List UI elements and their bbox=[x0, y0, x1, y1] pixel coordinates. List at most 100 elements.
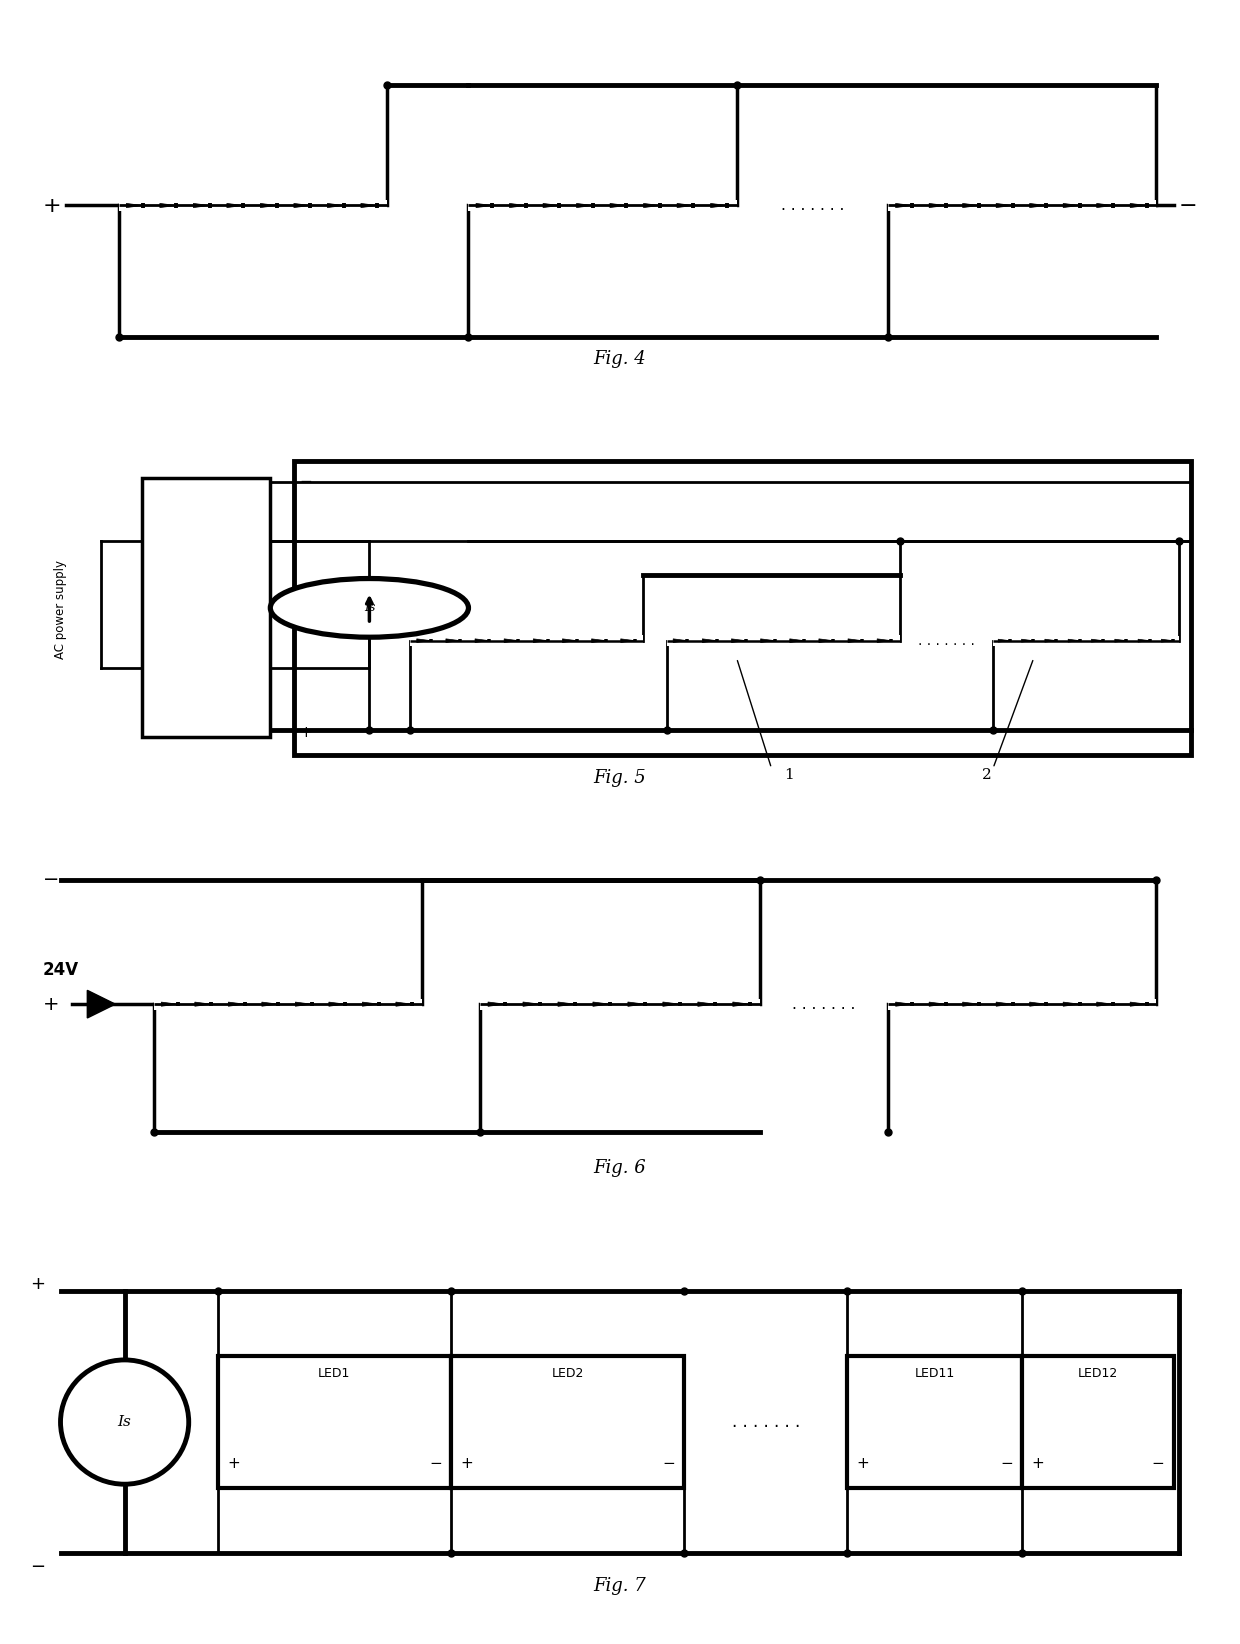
Polygon shape bbox=[295, 1003, 311, 1006]
Bar bbox=[847, 1356, 1022, 1488]
Polygon shape bbox=[489, 1001, 505, 1006]
Bar bbox=[667, 635, 900, 646]
Polygon shape bbox=[962, 204, 980, 207]
Polygon shape bbox=[417, 640, 432, 643]
Text: 2: 2 bbox=[982, 768, 992, 783]
Text: Fig. 5: Fig. 5 bbox=[594, 769, 646, 787]
Polygon shape bbox=[563, 640, 577, 643]
Bar bbox=[888, 998, 1156, 1009]
Ellipse shape bbox=[61, 1360, 188, 1485]
Text: −: − bbox=[429, 1457, 441, 1471]
Polygon shape bbox=[711, 204, 727, 207]
Polygon shape bbox=[510, 204, 526, 207]
Text: −: − bbox=[999, 1457, 1013, 1471]
Polygon shape bbox=[760, 640, 775, 643]
Circle shape bbox=[270, 579, 469, 638]
Polygon shape bbox=[1022, 640, 1033, 643]
Polygon shape bbox=[1138, 640, 1149, 643]
Polygon shape bbox=[591, 640, 606, 643]
Polygon shape bbox=[475, 640, 490, 643]
Polygon shape bbox=[262, 1003, 278, 1006]
Polygon shape bbox=[733, 1001, 750, 1006]
Polygon shape bbox=[329, 1003, 345, 1006]
Polygon shape bbox=[610, 204, 626, 207]
Text: AC power supply: AC power supply bbox=[55, 561, 67, 659]
Polygon shape bbox=[1162, 640, 1173, 643]
Polygon shape bbox=[228, 1003, 244, 1006]
Text: 1: 1 bbox=[784, 768, 794, 783]
Polygon shape bbox=[193, 204, 210, 207]
Bar bbox=[888, 201, 1156, 210]
Polygon shape bbox=[790, 640, 804, 643]
Polygon shape bbox=[160, 204, 176, 207]
Text: −: − bbox=[30, 1559, 45, 1577]
Text: Is: Is bbox=[118, 1415, 131, 1429]
Text: . . . . . . .: . . . . . . . bbox=[792, 996, 856, 1011]
Polygon shape bbox=[1029, 204, 1047, 207]
Polygon shape bbox=[327, 204, 343, 207]
Text: 24V: 24V bbox=[43, 960, 79, 978]
Polygon shape bbox=[533, 640, 548, 643]
Text: +: + bbox=[30, 1276, 45, 1292]
Polygon shape bbox=[558, 1001, 575, 1006]
Text: Fig. 4: Fig. 4 bbox=[594, 350, 646, 368]
Polygon shape bbox=[644, 204, 660, 207]
Polygon shape bbox=[663, 1001, 680, 1006]
Polygon shape bbox=[161, 1003, 177, 1006]
Polygon shape bbox=[996, 204, 1013, 207]
Polygon shape bbox=[593, 1001, 610, 1006]
Polygon shape bbox=[227, 204, 243, 207]
Text: Fig. 7: Fig. 7 bbox=[594, 1577, 646, 1595]
Text: LED2: LED2 bbox=[552, 1368, 584, 1381]
Polygon shape bbox=[362, 1003, 378, 1006]
Bar bbox=[410, 635, 644, 646]
Bar bbox=[451, 1356, 684, 1488]
Polygon shape bbox=[848, 640, 862, 643]
Polygon shape bbox=[895, 204, 913, 207]
Bar bbox=[294, 460, 1192, 755]
Text: Is: Is bbox=[363, 602, 374, 615]
Text: +: + bbox=[1032, 1457, 1044, 1471]
Polygon shape bbox=[673, 640, 687, 643]
Polygon shape bbox=[126, 204, 143, 207]
Polygon shape bbox=[1045, 640, 1056, 643]
Bar bbox=[218, 1356, 451, 1488]
Text: −: − bbox=[1152, 1457, 1164, 1471]
Polygon shape bbox=[1063, 204, 1080, 207]
Bar bbox=[993, 636, 1179, 646]
Text: . . . . . . .: . . . . . . . bbox=[781, 197, 844, 214]
Polygon shape bbox=[446, 640, 460, 643]
Text: +: + bbox=[227, 1457, 241, 1471]
Text: −: − bbox=[43, 870, 60, 889]
Text: −: − bbox=[300, 475, 312, 490]
Polygon shape bbox=[577, 204, 593, 207]
Polygon shape bbox=[543, 204, 559, 207]
Polygon shape bbox=[895, 1003, 913, 1006]
Text: +: + bbox=[857, 1457, 869, 1471]
Text: +: + bbox=[43, 995, 60, 1014]
Polygon shape bbox=[698, 1001, 715, 1006]
Polygon shape bbox=[929, 1003, 946, 1006]
Bar bbox=[480, 998, 760, 1009]
Polygon shape bbox=[1096, 1003, 1114, 1006]
Text: LED11: LED11 bbox=[915, 1368, 955, 1381]
Text: LED12: LED12 bbox=[1078, 1368, 1118, 1381]
Polygon shape bbox=[621, 640, 635, 643]
Polygon shape bbox=[1063, 1003, 1080, 1006]
Polygon shape bbox=[996, 1003, 1013, 1006]
Polygon shape bbox=[702, 640, 717, 643]
Polygon shape bbox=[1115, 640, 1126, 643]
Polygon shape bbox=[818, 640, 833, 643]
Polygon shape bbox=[1130, 1003, 1147, 1006]
Bar bbox=[154, 998, 422, 1009]
Bar bbox=[469, 201, 737, 210]
Polygon shape bbox=[87, 990, 115, 1018]
Polygon shape bbox=[877, 640, 892, 643]
Polygon shape bbox=[962, 1003, 980, 1006]
Polygon shape bbox=[195, 1003, 211, 1006]
Polygon shape bbox=[294, 204, 310, 207]
Text: . . . . . . .: . . . . . . . bbox=[732, 1414, 800, 1430]
Polygon shape bbox=[1096, 204, 1114, 207]
Text: Dimming
controller: Dimming controller bbox=[196, 582, 217, 635]
Polygon shape bbox=[396, 1003, 412, 1006]
